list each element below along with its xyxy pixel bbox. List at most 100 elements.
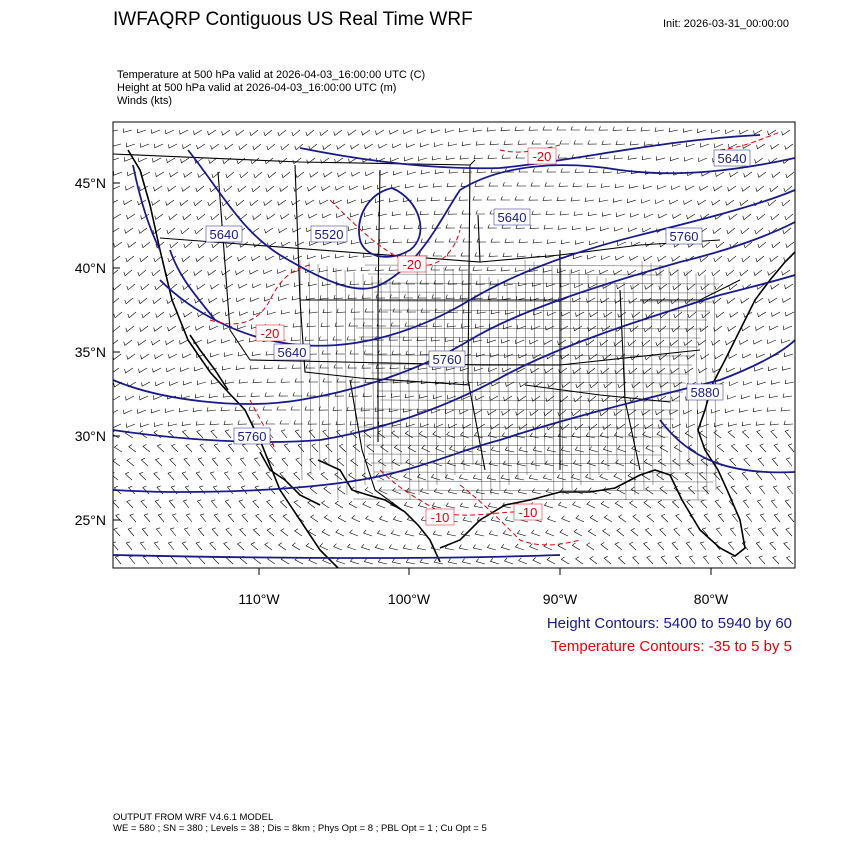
wind-barb [785,457,793,467]
wind-barb [252,143,262,151]
wind-barb [138,157,148,163]
wind-barb [670,297,680,305]
wind-barb [152,297,162,305]
wind-barb [687,485,696,495]
height-label: 5640 [498,210,527,225]
wind-barb [754,394,765,399]
wind-barb [113,409,119,413]
wind-barb [755,185,765,193]
wind-barb [474,530,485,537]
wind-barb [588,353,598,361]
wind-barb [673,311,683,319]
wind-barb [323,486,332,495]
wind-barb [363,558,374,565]
wind-barb [502,252,513,258]
wind-barb [351,515,361,523]
wind-barb [757,380,767,386]
county-line [376,300,714,303]
wind-barb [362,322,372,327]
wind-barb [404,252,415,257]
wind-barb [123,339,133,347]
wind-barb [475,141,486,146]
wind-barb [613,155,624,160]
wind-barb [785,311,795,317]
wind-barb [445,409,455,415]
model-info: OUTPUT FROM WRF V4.6.1 MODEL [113,812,274,823]
wind-barb [210,352,220,358]
wind-barb [462,168,473,174]
wind-barb [684,297,694,305]
wind-barb [503,488,514,495]
county-line [371,275,375,481]
wind-barb [559,211,570,216]
wind-barb [770,429,778,439]
wind-barb [473,502,484,509]
wind-barb [784,379,795,385]
wind-barb [643,325,653,333]
wind-barb [292,392,302,397]
wind-barb [294,213,304,220]
wind-barb [165,129,175,135]
wind-barb [181,421,192,426]
wind-barb [279,420,289,425]
temp-label: -20 [403,257,422,272]
wind-barb [336,213,346,218]
wind-barb [533,311,543,316]
wind-barb [701,171,711,177]
wind-barb [448,445,459,453]
wind-barb [585,269,595,275]
wind-barb [514,267,525,272]
wind-barb [364,308,375,313]
wind-barb [546,515,557,523]
wind-barb [420,423,430,428]
wind-barb [575,381,585,389]
wind-barb [770,499,778,509]
wind-barb [294,378,305,383]
wind-barb [361,364,372,369]
wind-barb [743,457,751,467]
county-line [461,270,465,471]
wind-barb [195,541,203,551]
wind-barb [293,420,304,425]
wind-barb [364,486,374,495]
wind-barb [210,283,220,290]
plot-frame [112,121,796,569]
wind-barb [560,239,571,245]
wind-barb [488,252,499,257]
wind-barb [518,557,528,565]
wind-barb [255,513,263,523]
wind-barb [784,143,794,150]
wind-barb [391,211,402,216]
wind-barb [659,311,669,319]
wind-barb [645,241,655,247]
wind-barb [183,380,193,386]
wind-barb [293,282,304,287]
wind-barb [461,488,472,495]
wind-barb [489,140,500,146]
county-line [373,471,717,474]
wind-barb [434,423,444,429]
wind-barb [221,129,231,136]
wind-barb [124,297,134,305]
wind-barb [113,395,121,401]
wind-barb [280,282,290,288]
wind-barb [140,143,150,148]
wind-barb [473,432,484,439]
wind-barb [701,527,709,537]
wind-barb [603,514,613,523]
county-line [361,345,699,348]
wind-barb [516,530,527,537]
wind-barb [767,269,777,276]
wind-barb [250,542,259,551]
wind-barb [557,501,568,509]
wind-barb [241,513,249,523]
wind-barb [447,280,458,285]
wind-barb [237,255,247,262]
wind-barb [643,184,653,190]
wind-barb [279,499,288,509]
wind-barb [447,558,458,565]
wind-barb [487,338,497,344]
wind-barb [210,143,220,150]
temperature-contour-labels: -20 -20 -20 -10 -10 [255,147,557,526]
wind-barb [224,143,234,150]
